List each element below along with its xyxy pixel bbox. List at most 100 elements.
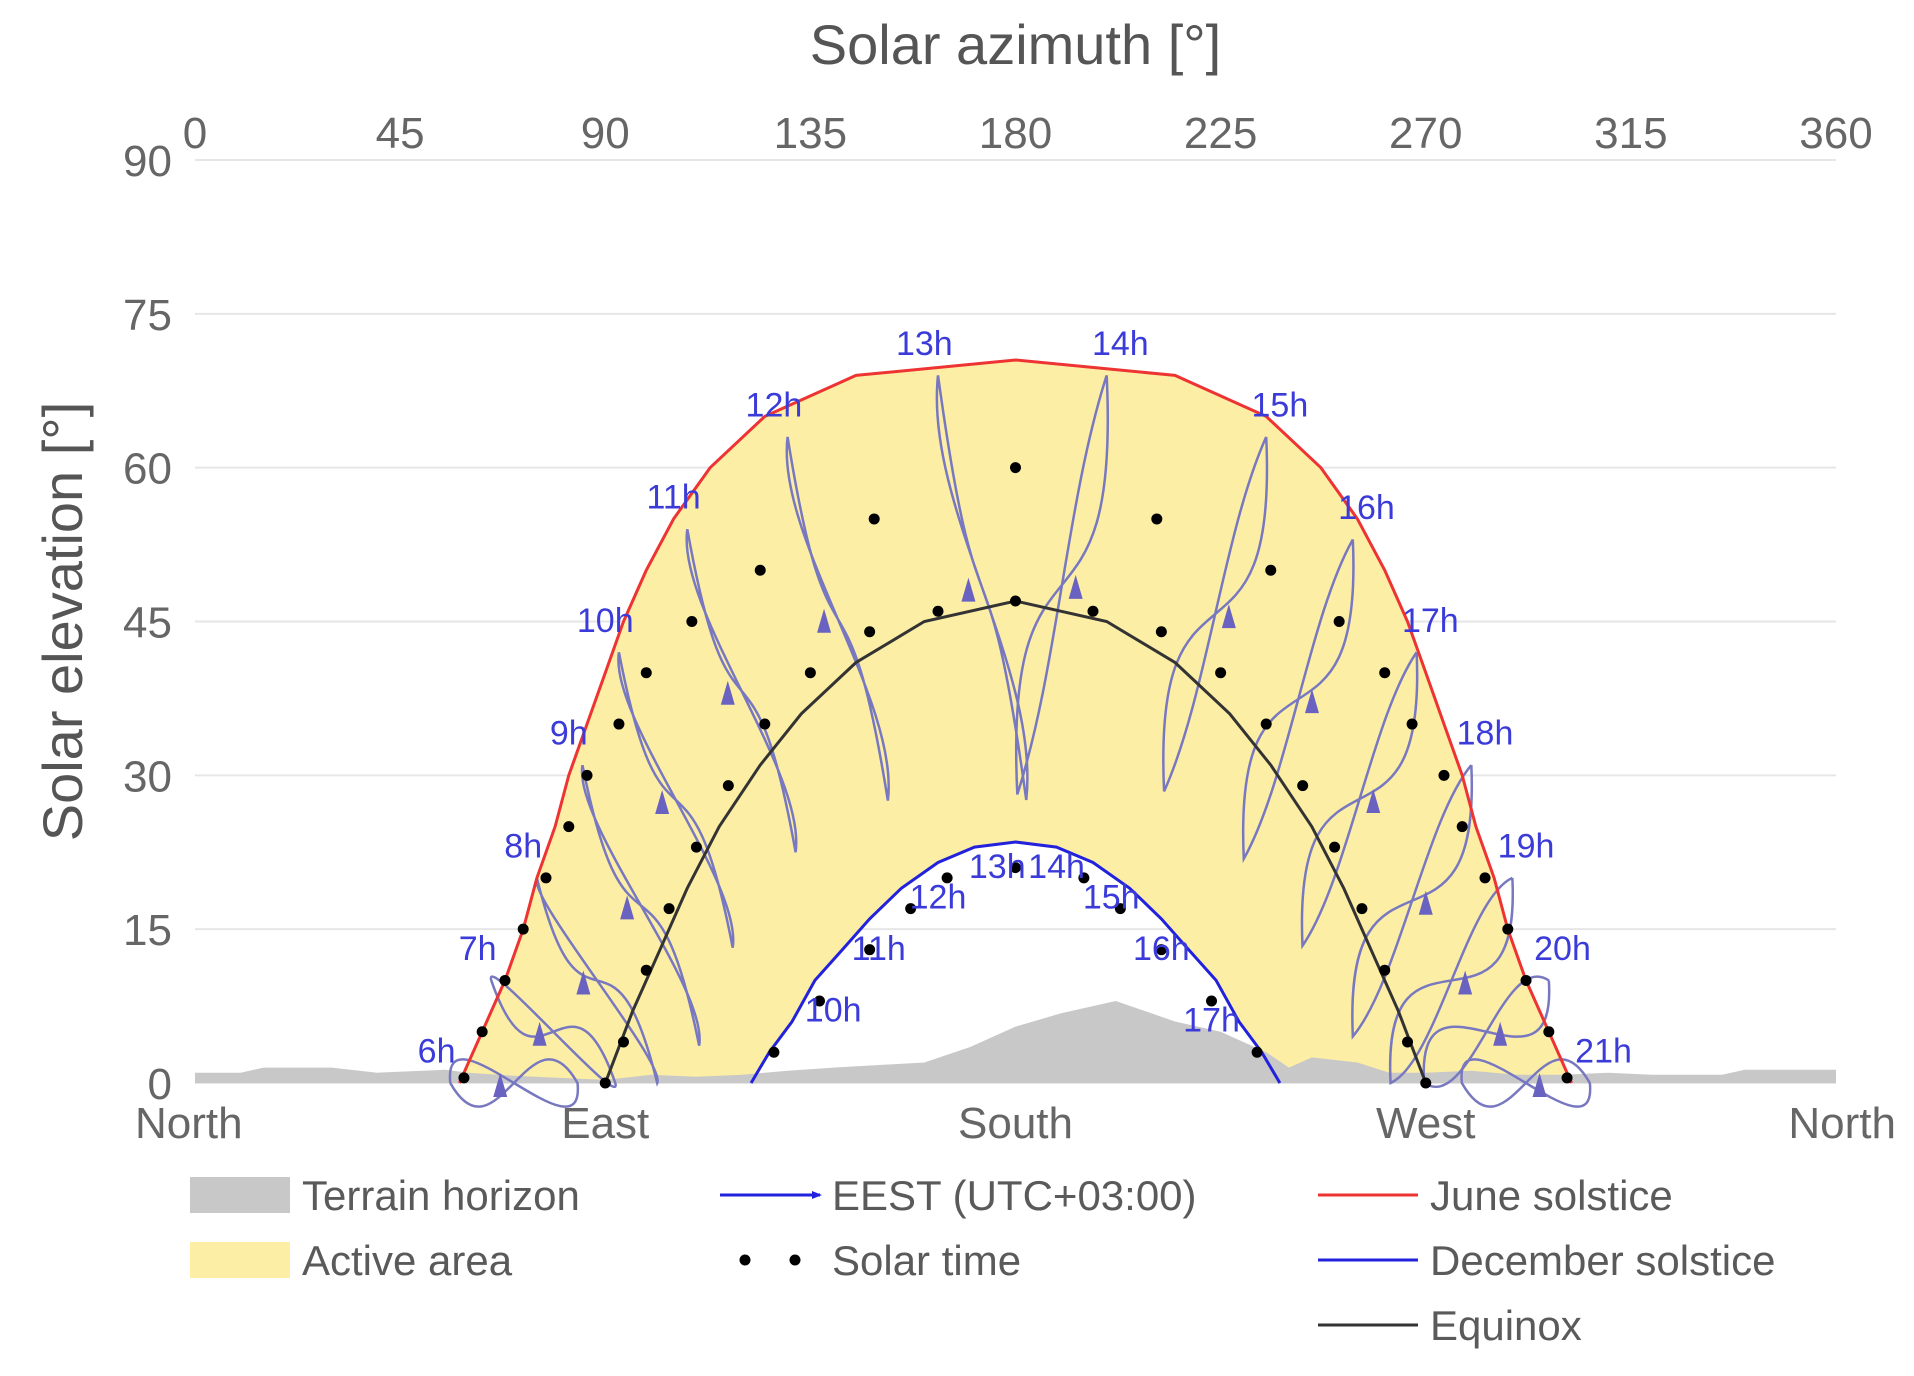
hour-label: 19h — [1498, 827, 1555, 865]
legend-item: Terrain horizon — [190, 1172, 580, 1219]
x-tick-label: 45 — [376, 109, 425, 158]
direction-arrow — [1418, 890, 1433, 915]
x-axis-title: Solar azimuth [°] — [810, 13, 1221, 76]
hour-label: 15h — [1083, 879, 1140, 917]
solar-time-dot — [686, 616, 698, 627]
direction-arrow — [1221, 604, 1236, 629]
x-tick-label: 315 — [1594, 109, 1667, 158]
direction-arrow — [817, 608, 832, 633]
direction-arrow — [1366, 789, 1381, 814]
analemma-loop — [1351, 764, 1474, 1040]
legend-label: December solstice — [1430, 1237, 1775, 1284]
direction-arrow — [1068, 574, 1083, 599]
solar-time-dot — [868, 513, 880, 525]
x-tick-label: 270 — [1389, 109, 1462, 158]
solar-time-dot — [754, 564, 766, 576]
solar-time-dot — [932, 605, 944, 617]
analemma-loop — [1300, 651, 1419, 950]
solar-time-dot — [476, 1026, 488, 1038]
terrain-horizon — [195, 1001, 1836, 1083]
hour-label: 6h — [418, 1032, 456, 1070]
legend-swatch-active — [190, 1242, 290, 1278]
solar-time-dot — [663, 903, 675, 915]
solar-time-dot — [640, 964, 652, 976]
solar-time-dot — [617, 1036, 629, 1048]
direction-arrow — [1458, 970, 1473, 995]
solar-time-dot — [1333, 616, 1345, 627]
legend-item: June solstice — [1318, 1172, 1673, 1219]
analemma-loop — [935, 375, 1029, 801]
direction-arrow — [620, 895, 635, 920]
legend-item: Solar time — [739, 1237, 1021, 1284]
x-tick-label: 360 — [1799, 109, 1872, 158]
legend-swatch-dot — [739, 1254, 751, 1266]
legend-item: Active area — [190, 1237, 513, 1284]
legend-swatch-terrain — [190, 1177, 290, 1213]
solar-time-dot — [941, 872, 953, 884]
solar-time-dot — [768, 1046, 780, 1058]
hour-label: 17h — [1183, 1002, 1240, 1040]
solar-time-dot — [864, 944, 876, 956]
legend-label: EEST (UTC+03:00) — [832, 1172, 1197, 1219]
direction-label: East — [561, 1099, 649, 1148]
solar-time-dot — [722, 780, 734, 792]
x-tick-label: 180 — [979, 109, 1052, 158]
direction-label: North — [135, 1099, 243, 1148]
analemma-loop — [785, 436, 890, 801]
solar-time-dot — [1155, 626, 1167, 638]
direction-label: North — [1788, 1099, 1896, 1148]
solar-time-dot — [1561, 1072, 1573, 1084]
analemma-loop — [685, 528, 798, 853]
direction-arrow — [1304, 689, 1319, 714]
solar-time-dot — [1151, 513, 1163, 525]
direction-arrow — [532, 1021, 547, 1046]
solar-time-dot — [864, 626, 876, 638]
hour-label: 10h — [805, 991, 862, 1029]
legend-label: Equinox — [1430, 1302, 1582, 1349]
hour-label: 20h — [1534, 930, 1591, 968]
solar-time-dot — [1297, 780, 1309, 792]
solar-time-dot — [1265, 564, 1277, 576]
legend-swatch-dot — [789, 1254, 801, 1266]
hour-label: 11h — [852, 930, 906, 968]
june-solstice-line — [458, 358, 1573, 1084]
analemma-loop — [535, 877, 659, 1087]
analemma-loop — [489, 975, 617, 1088]
solar-time-dot — [1215, 667, 1227, 679]
solar-time-dot — [499, 974, 511, 986]
solar-time-dot — [813, 995, 825, 1007]
hour-label: 9h — [550, 715, 588, 753]
analemma-loop — [1241, 538, 1355, 864]
y-tick-label: 90 — [123, 137, 172, 186]
hour-label: 16h — [1133, 930, 1190, 968]
solar-time-dot — [1251, 1046, 1263, 1058]
hour-label: 7h — [459, 930, 497, 968]
hour-label: 18h — [1457, 715, 1514, 753]
analemma-loop — [617, 652, 735, 948]
analemma-loop — [1460, 1058, 1592, 1108]
y-tick-label: 15 — [123, 906, 172, 955]
direction-arrow — [493, 1073, 508, 1097]
solar-time-dot — [1010, 862, 1021, 874]
solar-time-dot — [1379, 667, 1391, 679]
solar-time-dot — [540, 872, 552, 884]
legend-label: Solar time — [832, 1237, 1021, 1284]
legend-item: December solstice — [1318, 1237, 1775, 1284]
legend-item: EEST (UTC+03:00) — [720, 1172, 1197, 1219]
direction-arrow — [961, 577, 976, 602]
solar-time-dot — [1078, 872, 1090, 884]
solar-time-dot — [759, 718, 771, 730]
solar-time-dot — [1010, 462, 1021, 474]
legend-label: Active area — [302, 1237, 513, 1284]
solar-time-dot — [1379, 964, 1391, 976]
hour-label: 14h — [1092, 325, 1149, 363]
y-tick-label: 0 — [148, 1060, 172, 1109]
legend-label: June solstice — [1430, 1172, 1673, 1219]
hour-label: 12h — [910, 879, 967, 917]
hour-label: 13h — [969, 848, 1026, 886]
solar-time-dot — [563, 821, 575, 833]
solar-time-dot — [1329, 841, 1341, 853]
solar-time-dot — [1479, 872, 1491, 884]
